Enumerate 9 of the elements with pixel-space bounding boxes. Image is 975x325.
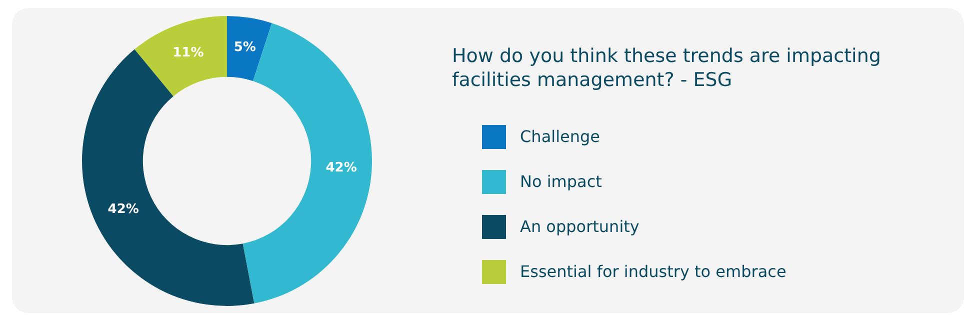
data-label: 42%	[326, 160, 357, 176]
data-label: 11%	[172, 46, 204, 61]
data-label: 5%	[234, 40, 256, 56]
text: How do you think these trends are impacting facilities management? - ESG	[452, 44, 882, 92]
data-label: 42%	[108, 202, 139, 218]
legend-label: An opportunity	[520, 217, 640, 236]
legend-label: Essential for industry to embrace	[520, 262, 786, 281]
legend-label: Challenge	[520, 127, 600, 146]
legend-label: No impact	[520, 172, 602, 191]
